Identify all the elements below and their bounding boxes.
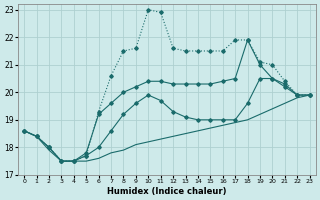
X-axis label: Humidex (Indice chaleur): Humidex (Indice chaleur) — [107, 187, 227, 196]
